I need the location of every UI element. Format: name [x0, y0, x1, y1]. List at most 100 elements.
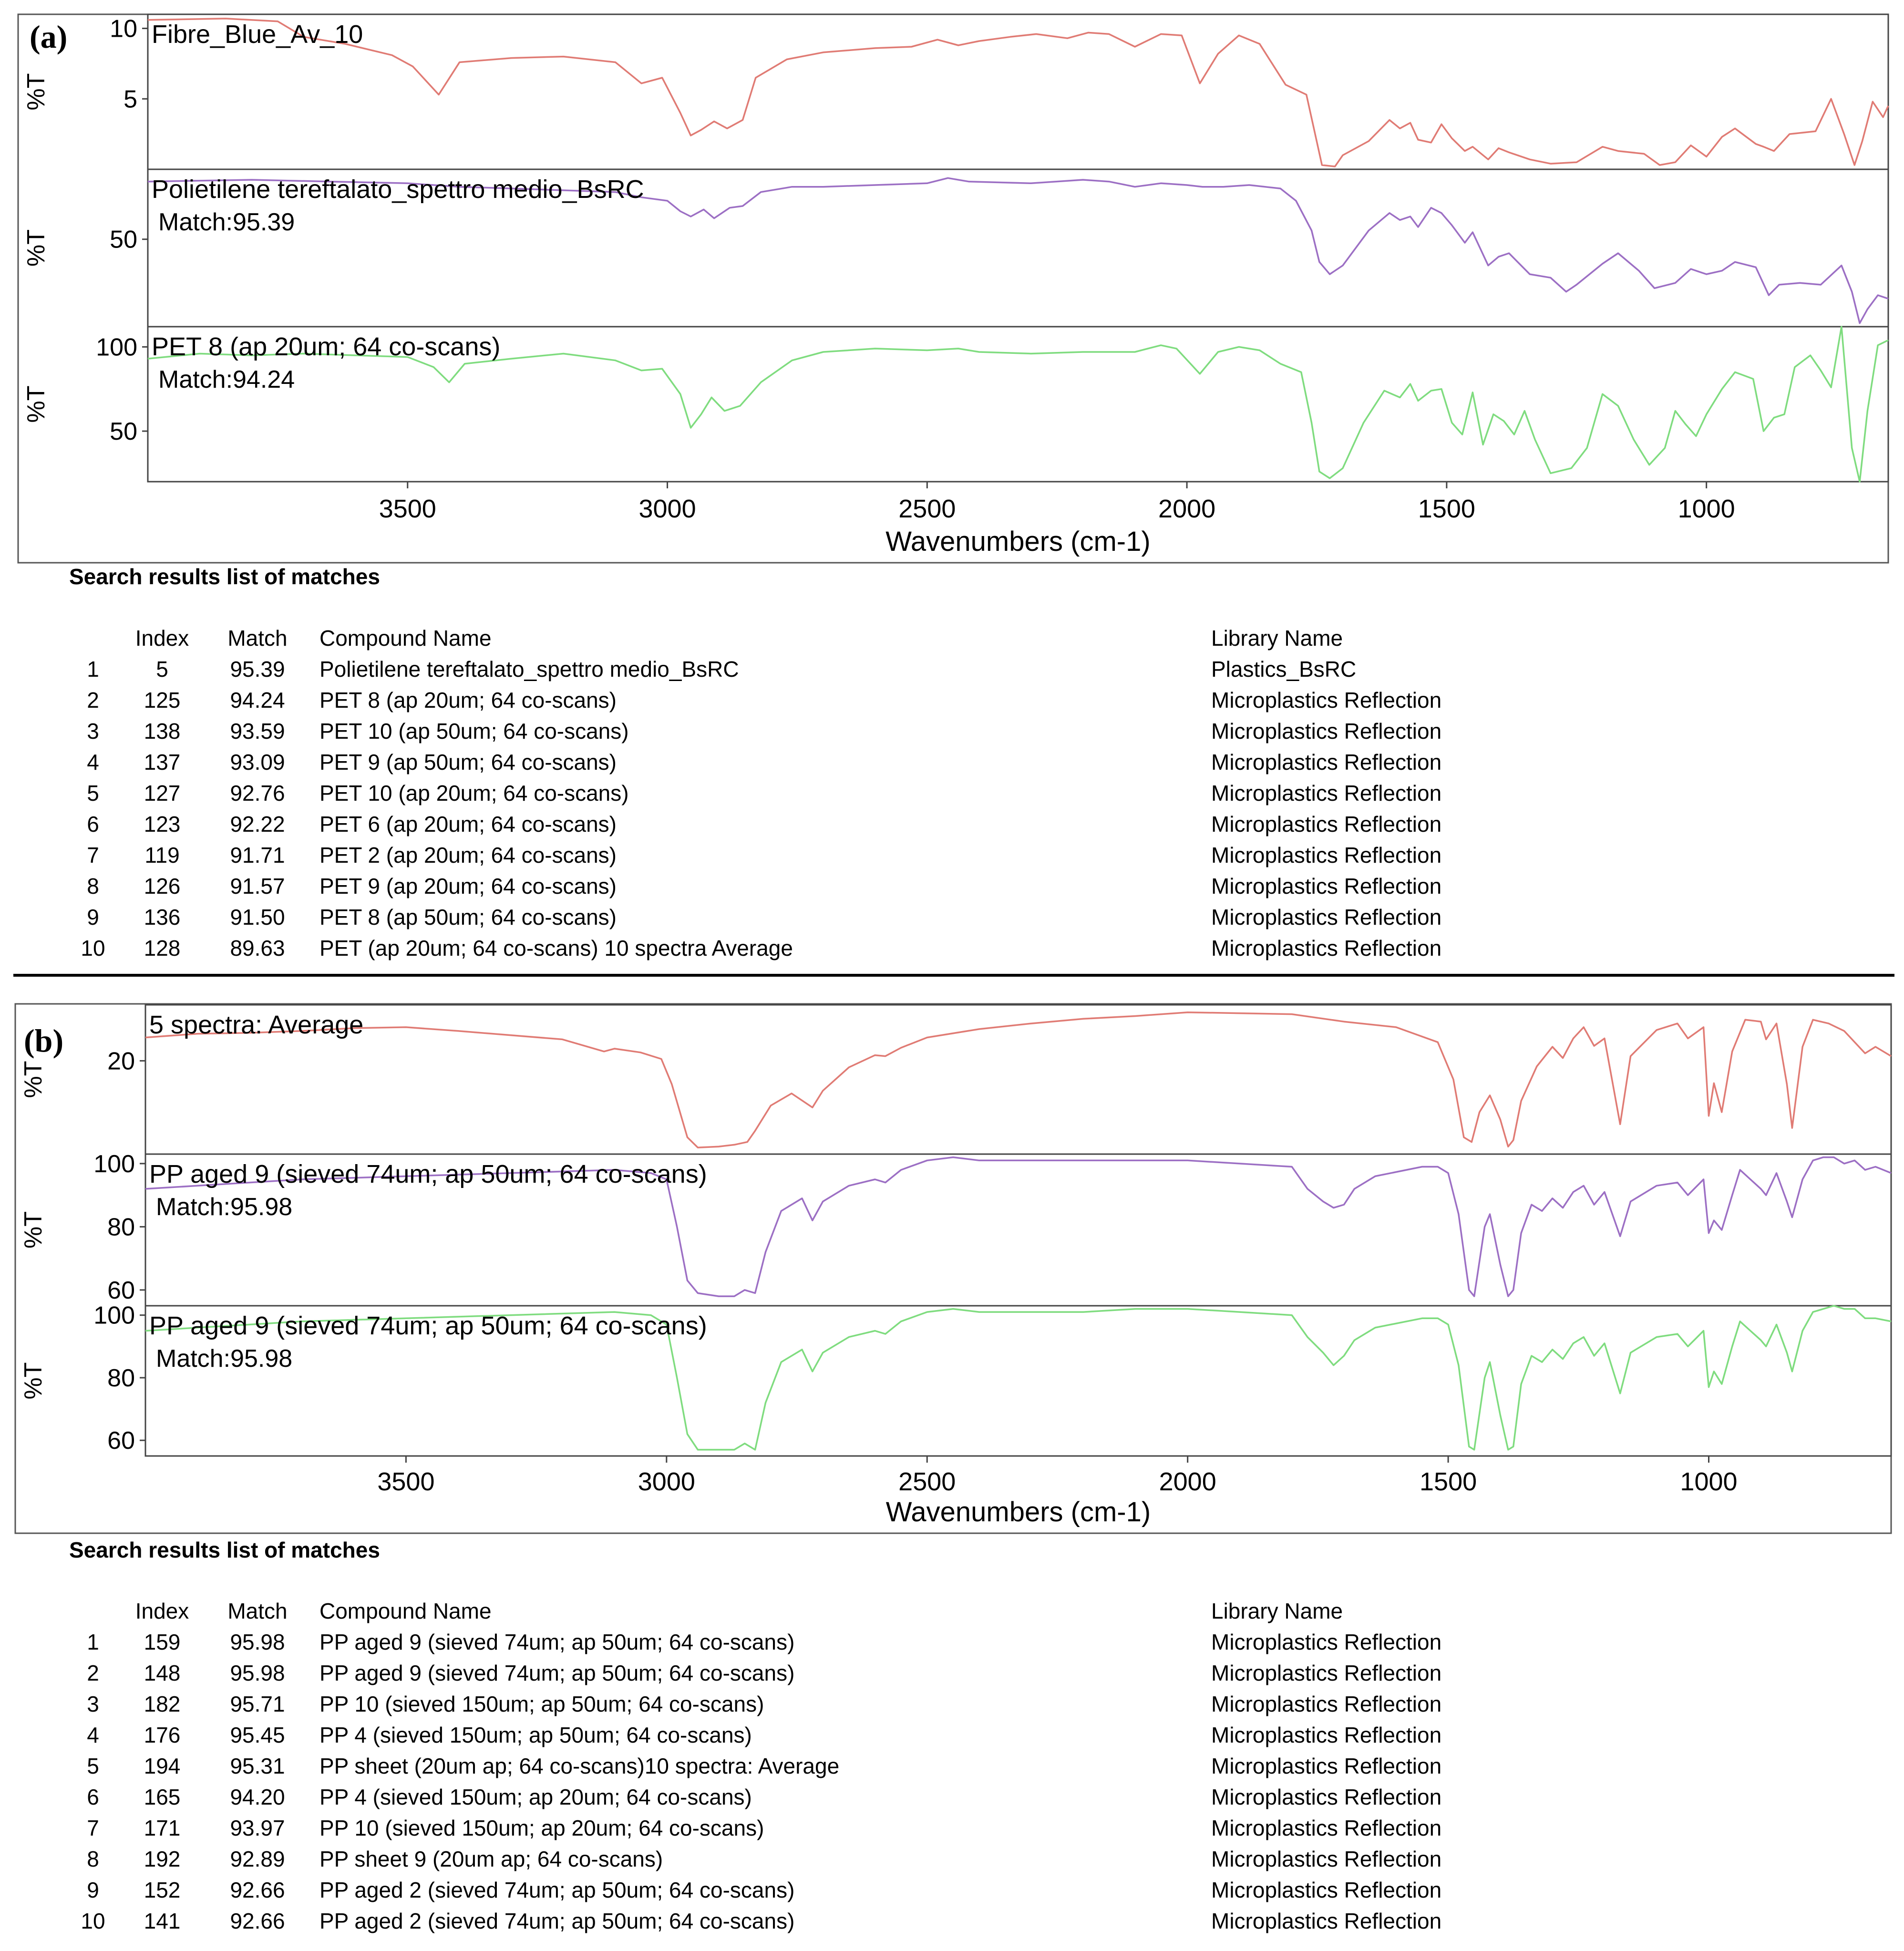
chart-frame [14, 1003, 1892, 1534]
x-tick-label: 1500 [1420, 1467, 1477, 1496]
spectra-chart-a: (a) 5 10 %T Fibre_Blue_Av_10 50 %T Polietilene … [17, 13, 1889, 564]
index-cell: 194 [144, 1753, 181, 1778]
index-cell: 148 [144, 1660, 181, 1685]
spectrum-name-label: PP aged 9 (sieved 74um; ap 50um; 64 co-s… [149, 1311, 707, 1340]
col-compound-header: Compound Name [319, 1598, 492, 1623]
rank-cell: 6 [87, 1784, 99, 1809]
y-axis-label: %T [22, 73, 50, 111]
col-rank-header [57, 622, 129, 653]
compound-name-cell: PET 8 (ap 20um; 64 co-scans) [319, 687, 617, 712]
rank-cell: 6 [87, 811, 99, 836]
table-row[interactable]: 9 152 92.66 PP aged 2 (sieved 74um; ap 50um… [57, 1874, 1497, 1905]
y-tick-label: 50 [110, 226, 137, 254]
index-cell: 165 [144, 1784, 181, 1809]
y-tick-label: 50 [110, 418, 137, 445]
library-name-cell: Microplastics Reflection [1211, 687, 1442, 712]
table-row[interactable]: 5 127 92.76 PET 10 (ap 20um; 64 co-scans) Mi… [57, 777, 1497, 808]
match-score-label: Match:94.24 [158, 366, 295, 393]
table-row[interactable]: 7 171 93.97 PP 10 (sieved 150um; ap 20um; 6… [57, 1812, 1497, 1843]
y-tick-label: 20 [107, 1047, 135, 1075]
compound-name-cell: Polietilene tereftalato_spettro medio_Bs… [319, 656, 739, 681]
compound-name-cell: PET 9 (ap 50um; 64 co-scans) [319, 749, 617, 774]
compound-name-cell: PP sheet (20um ap; 64 co-scans)10 spectr… [319, 1753, 840, 1778]
rank-cell: 5 [87, 780, 99, 805]
y-tick-label: 80 [107, 1364, 135, 1392]
x-axis-label: Wavenumbers (cm-1) [886, 1497, 1151, 1528]
index-cell: 125 [144, 687, 181, 712]
results-table-a: Index Match Compound Name Library Name 1… [57, 622, 1497, 963]
y-tick-label: 60 [107, 1427, 135, 1455]
compound-name-cell: PET 10 (ap 50um; 64 co-scans) [319, 718, 629, 743]
match-cell: 95.71 [230, 1691, 285, 1716]
table-row[interactable]: 6 165 94.20 PP 4 (sieved 150um; ap 20um; 64… [57, 1781, 1497, 1812]
compound-name-cell: PP 10 (sieved 150um; ap 50um; 64 co-scan… [319, 1691, 764, 1716]
spectrum-plot-area [147, 13, 1889, 170]
match-cell: 95.98 [230, 1660, 285, 1685]
spectrum-name-label: Fibre_Blue_Av_10 [152, 20, 363, 49]
table-row[interactable]: 10 128 89.63 PET (ap 20um; 64 co-scans) 10 … [57, 932, 1497, 963]
col-library-header: Library Name [1211, 1598, 1343, 1623]
col-index-header: Index [135, 625, 189, 650]
library-name-cell: Microplastics Reflection [1211, 1877, 1442, 1902]
col-compound-header: Compound Name [319, 625, 492, 650]
y-tick-label: 100 [96, 333, 137, 361]
col-match-header: Match [227, 1598, 288, 1623]
match-cell: 91.71 [230, 842, 285, 867]
x-tick-label: 3500 [377, 1467, 434, 1496]
spectrum-plot-area [147, 326, 1889, 483]
x-tick-label: 1000 [1680, 1467, 1737, 1496]
x-tick-label: 2500 [898, 495, 956, 523]
match-cell: 95.31 [230, 1753, 285, 1778]
library-name-cell: Microplastics Reflection [1211, 1815, 1442, 1840]
index-cell: 126 [144, 873, 181, 898]
results-table-b: Index Match Compound Name Library Name 1… [57, 1595, 1497, 1936]
table-row[interactable]: 8 126 91.57 PET 9 (ap 20um; 64 co-scans) Mic… [57, 870, 1497, 901]
compound-name-cell: PP aged 2 (sieved 74um; ap 50um; 64 co-s… [319, 1908, 795, 1933]
match-cell: 92.66 [230, 1908, 285, 1933]
x-tick-label: 3500 [379, 495, 436, 523]
index-cell: 182 [144, 1691, 181, 1716]
table-row[interactable]: 1 5 95.39 Polietilene tereftalato_spettro m… [57, 653, 1497, 684]
compound-name-cell: PET 6 (ap 20um; 64 co-scans) [319, 811, 617, 836]
rank-cell: 8 [87, 873, 99, 898]
table-row[interactable]: 2 125 94.24 PET 8 (ap 20um; 64 co-scans) Mic… [57, 684, 1497, 715]
table-row[interactable]: 1 159 95.98 PP aged 9 (sieved 74um; ap 50um… [57, 1626, 1497, 1657]
table-row[interactable]: 4 176 95.45 PP 4 (sieved 150um; ap 50um; 64… [57, 1719, 1497, 1750]
spectrum-name-label: Polietilene tereftalato_spettro medio_Bs… [152, 175, 644, 204]
spectrum-name-label: 5 spectra: Average [149, 1011, 363, 1039]
table-row[interactable]: 3 182 95.71 PP 10 (sieved 150um; ap 50um; 6… [57, 1688, 1497, 1719]
match-cell: 91.57 [230, 873, 285, 898]
table-row[interactable]: 8 192 92.89 PP sheet 9 (20um ap; 64 co-scan… [57, 1843, 1497, 1874]
rank-cell: 7 [87, 842, 99, 867]
index-cell: 159 [144, 1629, 181, 1654]
index-cell: 128 [144, 935, 181, 960]
table-header-row: Index Match Compound Name Library Name [57, 1595, 1497, 1626]
rank-cell: 3 [87, 718, 99, 743]
compound-name-cell: PP aged 9 (sieved 74um; ap 50um; 64 co-s… [319, 1660, 795, 1685]
panel-b: (b) 20 %T 5 spectra: Average 60 80 100 %T PP age… [0, 975, 1904, 1951]
rank-cell: 5 [87, 1753, 99, 1778]
library-name-cell: Microplastics Reflection [1211, 1660, 1442, 1685]
table-row[interactable]: 7 119 91.71 PET 2 (ap 20um; 64 co-scans) Mic… [57, 839, 1497, 870]
library-name-cell: Plastics_BsRC [1211, 656, 1357, 681]
table-row[interactable]: 10 141 92.66 PP aged 2 (sieved 74um; ap 50u… [57, 1905, 1497, 1936]
table-row[interactable]: 4 137 93.09 PET 9 (ap 50um; 64 co-scans) Mic… [57, 746, 1497, 777]
match-cell: 95.98 [230, 1629, 285, 1654]
table-row[interactable]: 9 136 91.50 PET 8 (ap 50um; 64 co-scans) Mic… [57, 901, 1497, 932]
rank-cell: 3 [87, 1691, 99, 1716]
x-axis-label: Wavenumbers (cm-1) [885, 526, 1150, 557]
table-row[interactable]: 3 138 93.59 PET 10 (ap 50um; 64 co-scans) Mi… [57, 715, 1497, 746]
rank-cell: 10 [81, 935, 105, 960]
results-heading-a: Search results list of matches [69, 564, 380, 589]
table-row[interactable]: 6 123 92.22 PET 6 (ap 20um; 64 co-scans) Mic… [57, 808, 1497, 839]
match-cell: 93.09 [230, 749, 285, 774]
match-score-label: Match:95.98 [156, 1345, 292, 1373]
table-row[interactable]: 2 148 95.98 PP aged 9 (sieved 74um; ap 50um… [57, 1657, 1497, 1688]
match-cell: 91.50 [230, 904, 285, 929]
compound-name-cell: PP aged 9 (sieved 74um; ap 50um; 64 co-s… [319, 1629, 795, 1654]
match-cell: 92.76 [230, 780, 285, 805]
index-cell: 119 [144, 842, 180, 867]
table-row[interactable]: 5 194 95.31 PP sheet (20um ap; 64 co-scans)… [57, 1750, 1497, 1781]
match-cell: 95.45 [230, 1722, 285, 1747]
spectrum-trace-1 [145, 1011, 1892, 1149]
